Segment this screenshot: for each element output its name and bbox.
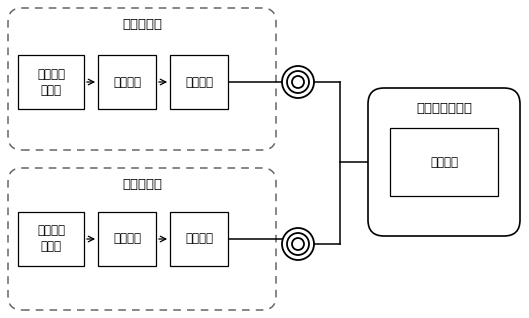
Bar [18,212,84,266]
Bar [170,55,228,109]
Bar [390,128,498,196]
Text: 调制模块: 调制模块 [113,75,141,88]
Circle shape [287,71,309,93]
Bar [98,55,156,109]
Bar [18,55,84,109]
Circle shape [292,238,304,250]
Text: 相干光制
备模块: 相干光制 备模块 [37,225,65,253]
Text: 监控模块: 监控模块 [185,232,213,245]
FancyBboxPatch shape [368,88,520,236]
Circle shape [282,228,314,260]
Circle shape [292,76,304,88]
Text: 相干光制
备模块: 相干光制 备模块 [37,67,65,96]
Bar [170,212,228,266]
Text: 监控模块: 监控模块 [185,75,213,88]
Circle shape [287,233,309,255]
Circle shape [282,66,314,98]
Text: 第二发送端: 第二发送端 [122,177,162,190]
Text: 测量模块: 测量模块 [430,156,458,169]
Text: 第一发送端: 第一发送端 [122,17,162,31]
Text: 中间测量设备端: 中间测量设备端 [416,101,472,114]
Bar [98,212,156,266]
Text: 调制模块: 调制模块 [113,232,141,245]
